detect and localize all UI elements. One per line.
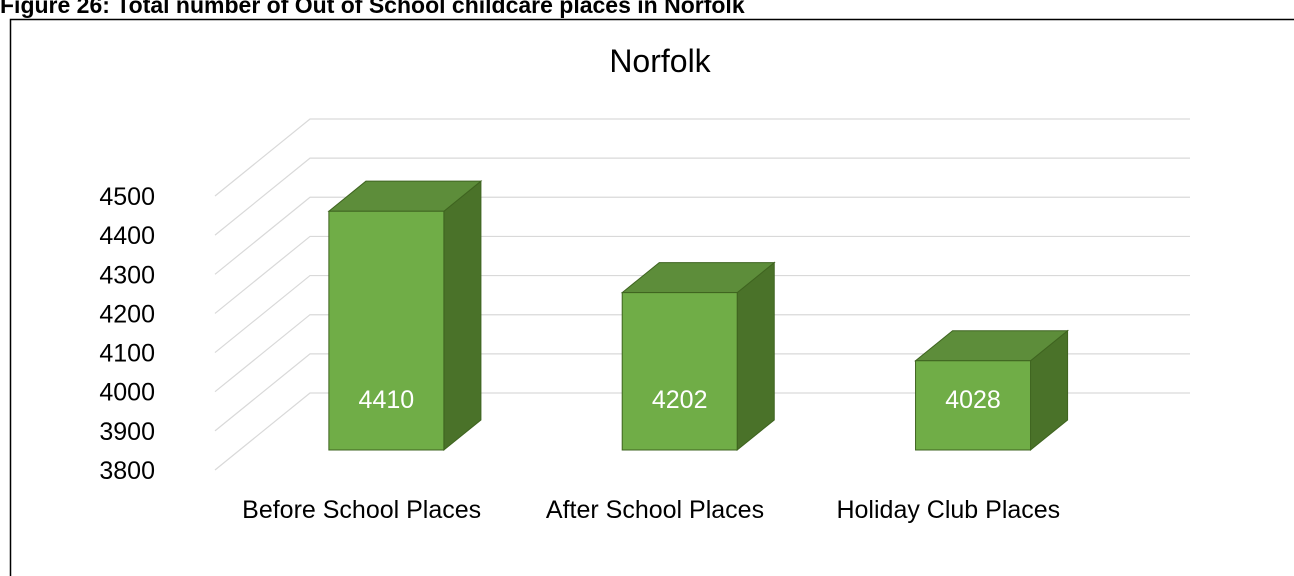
y-tick-label: 4400 (99, 222, 155, 250)
y-tick-label: 3900 (99, 418, 155, 446)
y-tick-label: 4200 (99, 300, 155, 328)
grid-line (214, 235, 1190, 314)
grid-line (214, 314, 1190, 393)
bar-front (328, 210, 445, 451)
x-tick-label: After School Places (546, 496, 764, 524)
grid-line (214, 157, 1190, 236)
grid-line (214, 392, 1190, 471)
y-tick-label: 4500 (99, 183, 155, 211)
chart-title: Norfolk (609, 43, 711, 79)
grid-line (214, 353, 1190, 432)
bar (620, 261, 776, 452)
bar-side (443, 180, 482, 452)
value-label: 4410 (359, 386, 415, 414)
x-tick-label: Holiday Club Places (836, 496, 1060, 524)
grid-line (214, 118, 1190, 197)
value-label: 4028 (945, 386, 1001, 414)
bar (914, 329, 1069, 452)
bar-front (621, 292, 738, 451)
grid-line (214, 196, 1190, 275)
bar-side (736, 261, 775, 452)
y-tick-label: 4300 (99, 261, 155, 289)
bar-front (915, 360, 1032, 451)
y-tick-label: 3800 (99, 457, 155, 485)
x-tick-label: Before School Places (242, 496, 481, 524)
y-tick-label: 4000 (99, 379, 155, 407)
value-label: 4202 (652, 386, 708, 414)
y-tick-label: 4100 (99, 340, 155, 368)
bar (327, 180, 483, 452)
grid-line (214, 274, 1190, 354)
figure-caption: Figure 26: Total number of Out of School… (0, 0, 745, 18)
